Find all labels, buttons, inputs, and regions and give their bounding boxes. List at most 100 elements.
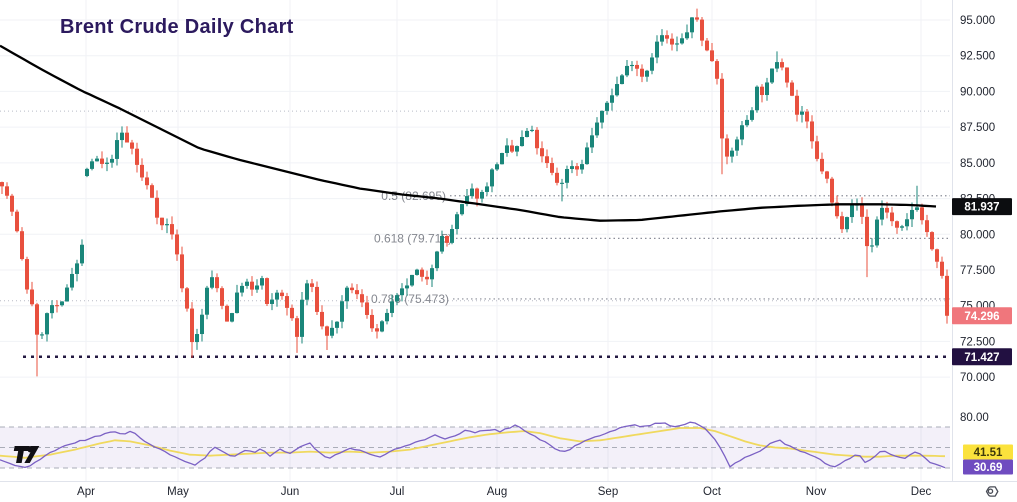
candle bbox=[390, 301, 394, 313]
candle bbox=[440, 236, 444, 252]
candle bbox=[515, 146, 519, 152]
candle bbox=[280, 292, 284, 297]
candle bbox=[10, 195, 14, 212]
candle bbox=[300, 299, 304, 337]
candle bbox=[145, 177, 149, 186]
candle bbox=[730, 150, 734, 157]
candle bbox=[260, 278, 264, 286]
candle bbox=[565, 168, 569, 183]
candle bbox=[355, 290, 359, 295]
candle bbox=[555, 172, 559, 183]
candle bbox=[40, 334, 44, 336]
candle bbox=[155, 197, 159, 218]
candle bbox=[190, 308, 194, 343]
last-price-badge-text: 74.296 bbox=[964, 311, 999, 323]
candle bbox=[375, 328, 379, 332]
fib-label: 0.786 (75.473) bbox=[371, 292, 449, 306]
candle bbox=[250, 281, 254, 290]
candle bbox=[660, 35, 664, 42]
candle bbox=[340, 301, 344, 322]
candle bbox=[85, 168, 89, 177]
candle bbox=[125, 132, 129, 143]
candle bbox=[460, 204, 464, 215]
price-tick-label: 92.500 bbox=[960, 51, 995, 63]
candle bbox=[15, 211, 19, 232]
candle bbox=[365, 302, 369, 315]
rsi-tick-label: 80.00 bbox=[960, 412, 989, 424]
candle bbox=[545, 156, 549, 164]
candle bbox=[775, 62, 779, 69]
candle bbox=[770, 68, 774, 83]
candle bbox=[645, 70, 649, 77]
rsi-ma-badge bbox=[963, 444, 1013, 460]
candle bbox=[650, 57, 654, 71]
candle bbox=[245, 281, 249, 286]
candle bbox=[540, 148, 544, 157]
candle bbox=[680, 38, 684, 44]
candle bbox=[275, 292, 279, 300]
candle bbox=[220, 288, 224, 306]
candle bbox=[530, 129, 534, 131]
candle bbox=[225, 305, 229, 322]
candle bbox=[830, 178, 834, 203]
candle bbox=[135, 148, 139, 165]
candle bbox=[640, 68, 644, 77]
candle bbox=[885, 207, 889, 213]
candle bbox=[685, 32, 689, 39]
candle bbox=[840, 216, 844, 230]
candle bbox=[110, 158, 114, 163]
candle bbox=[175, 234, 179, 255]
candle bbox=[80, 244, 84, 264]
candle bbox=[575, 166, 579, 170]
candle bbox=[325, 326, 329, 336]
candle bbox=[45, 313, 49, 335]
candle bbox=[495, 164, 499, 170]
candle bbox=[615, 84, 619, 96]
candle bbox=[160, 217, 164, 226]
time-axis-label: Aug bbox=[487, 486, 507, 498]
candle bbox=[415, 269, 419, 275]
candle bbox=[255, 285, 259, 290]
tradingview-logo[interactable] bbox=[8, 444, 42, 466]
candle bbox=[600, 110, 604, 123]
candle bbox=[735, 139, 739, 151]
candle bbox=[215, 277, 219, 289]
candle bbox=[350, 287, 354, 291]
rsi-line[interactable] bbox=[0, 421, 946, 469]
support-level-badge-text: 71.427 bbox=[964, 352, 999, 364]
rsi-ma-line[interactable] bbox=[0, 427, 946, 459]
candle bbox=[720, 78, 724, 139]
candle bbox=[520, 136, 524, 147]
candle bbox=[875, 219, 879, 246]
candle bbox=[95, 158, 99, 162]
candle bbox=[815, 141, 819, 159]
candle bbox=[105, 162, 109, 164]
candle bbox=[450, 229, 454, 243]
candle bbox=[905, 219, 909, 227]
candle bbox=[845, 217, 849, 230]
time-axis-label: Sep bbox=[598, 486, 618, 498]
candle bbox=[925, 220, 929, 233]
candle bbox=[480, 191, 484, 199]
candle bbox=[870, 245, 874, 247]
price-tick-label: 85.000 bbox=[960, 158, 995, 170]
candle bbox=[200, 314, 204, 335]
candle bbox=[205, 287, 209, 315]
price-axis-panel[interactable] bbox=[951, 0, 1017, 502]
candle bbox=[195, 334, 199, 343]
support-level-badge bbox=[952, 348, 1012, 366]
candle bbox=[445, 236, 449, 243]
candle bbox=[690, 17, 694, 33]
candle bbox=[270, 299, 274, 304]
ma-value-badge bbox=[952, 198, 1012, 216]
time-axis-label: Dec bbox=[911, 486, 932, 498]
candle bbox=[795, 95, 799, 115]
candle bbox=[485, 186, 489, 192]
ma-200-line[interactable] bbox=[0, 44, 937, 222]
settings-icon[interactable] bbox=[982, 483, 999, 500]
candle bbox=[810, 121, 814, 142]
rsi-value-badge-text: 30.69 bbox=[974, 462, 1003, 474]
candle bbox=[330, 327, 334, 336]
candle bbox=[700, 19, 704, 41]
